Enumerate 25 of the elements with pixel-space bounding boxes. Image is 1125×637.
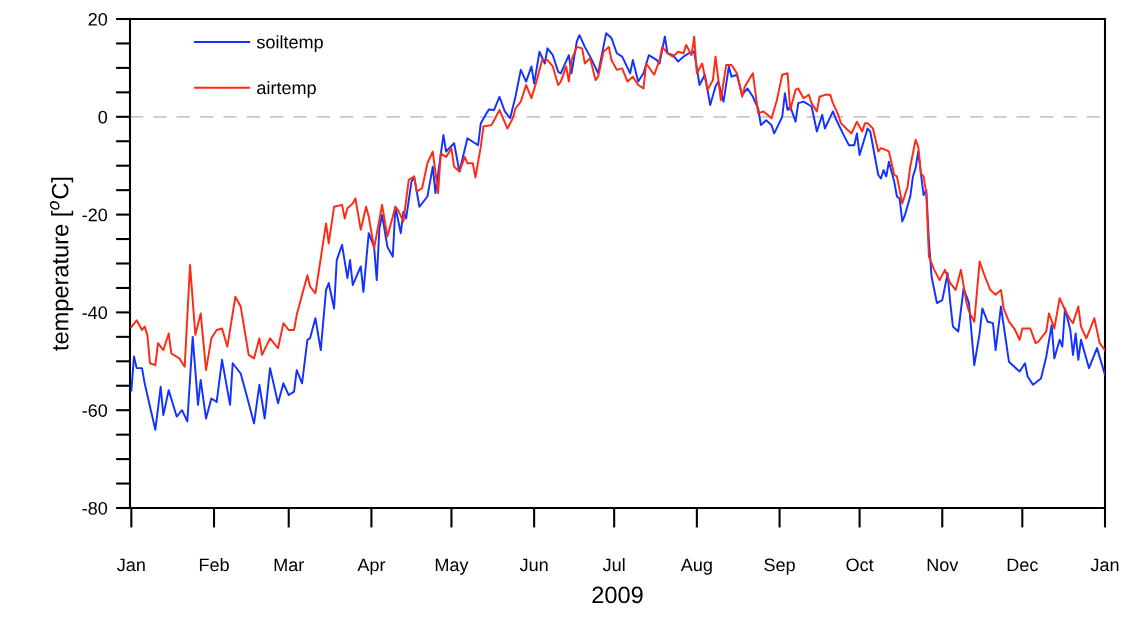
x-tick-label: Jan [1090,558,1119,572]
y-tick-label: -20 [82,208,108,222]
x-tick-label: Nov [927,558,959,572]
line-series [130,32,1105,431]
y-axis-title: temperature [$^{o}$C] [49,177,74,351]
x-tick-label: Dec [1007,558,1038,572]
x-tick-label: Jun [519,558,548,572]
x-tick-label: Oct [846,558,874,572]
x-tick-label: May [435,558,469,575]
x-tick-label: Jan [117,558,145,572]
x-tick-label: Mar [274,558,304,572]
x-tick-label: Sep [764,558,795,575]
y-tick-label: 0 [98,110,108,124]
x-axis-title: 2009 [592,586,643,604]
line-series [130,35,1105,372]
legend-label: airtemp [257,80,316,98]
y-tick-label: -60 [82,404,108,417]
y-tick-label: 20 [88,12,108,26]
legend-label: soiltemp [256,35,323,53]
y-tick-label: -40 [82,306,108,320]
x-tick-label: Feb [199,558,229,572]
x-tick-label: Apr [357,558,386,575]
y-tick-label: -80 [82,501,108,515]
x-tick-label: Aug [680,558,712,575]
x-tick-label: Jul [602,558,625,572]
